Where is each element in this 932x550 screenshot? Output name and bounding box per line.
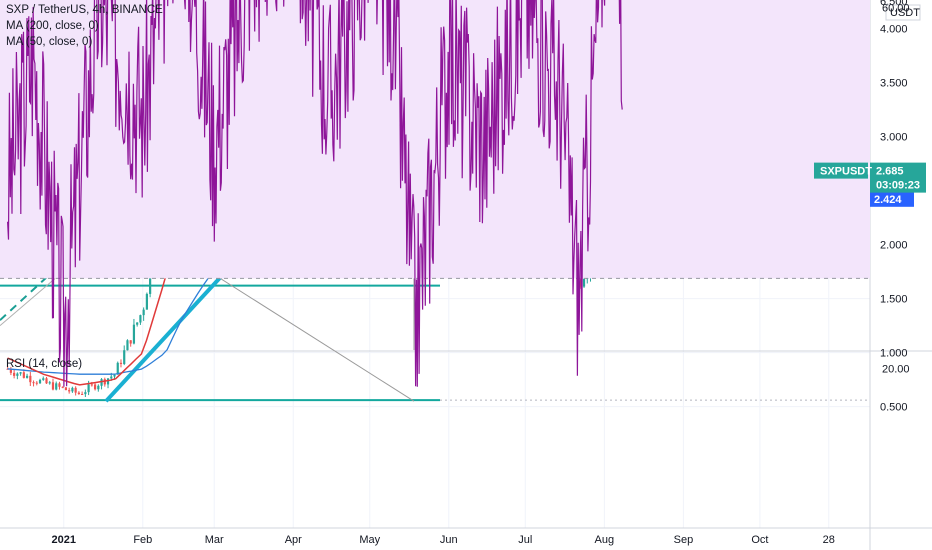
time-tick-label: 28	[823, 534, 835, 546]
time-tick-label: Feb	[133, 534, 152, 546]
candle-body	[35, 382, 38, 384]
candle-body	[19, 372, 22, 374]
candle-body	[145, 293, 148, 310]
candle-body	[51, 382, 55, 390]
candle-body	[81, 393, 84, 395]
candle-body	[16, 373, 19, 376]
price-tag-low-bg	[870, 190, 914, 207]
symbol-legend[interactable]: SXP / TetherUS, 4h, BINANCE	[6, 4, 163, 16]
currency-box	[885, 4, 921, 21]
candle-body	[32, 382, 35, 384]
price-tick-label: 1.000	[880, 348, 908, 360]
candle-body	[97, 385, 100, 390]
countdown-label: 03:09:23	[876, 180, 920, 192]
candle-body	[25, 375, 29, 378]
price-tick-label: 1.500	[880, 294, 908, 306]
candle-body	[61, 386, 64, 388]
candle-body	[77, 392, 80, 394]
candle-body	[64, 387, 68, 391]
candle-body	[582, 279, 586, 287]
symbol-tag-bg	[814, 162, 868, 179]
candle-body	[55, 383, 58, 390]
candle-body	[87, 384, 90, 393]
candle-body	[22, 372, 25, 378]
price-tick-label: 0.500	[880, 402, 908, 414]
candle-body	[106, 378, 110, 385]
candle-body	[58, 383, 61, 387]
time-tick-label: Oct	[751, 534, 768, 546]
candle-body	[9, 368, 12, 373]
time-tick-label: Apr	[285, 534, 302, 546]
symbol-tag: SXPUSDT	[820, 166, 872, 178]
candle-body	[142, 309, 145, 316]
time-tick-label: Sep	[674, 534, 694, 546]
candle-body	[116, 362, 119, 375]
candle-body	[119, 362, 123, 364]
candle-body	[129, 340, 132, 344]
candle-body	[45, 378, 48, 384]
candle-body	[71, 387, 74, 392]
time-tick-label: Aug	[595, 534, 615, 546]
price-tag-low: 2.424	[874, 194, 902, 206]
last-price-bg	[870, 162, 926, 193]
price-tick-label: 4.000	[880, 24, 908, 36]
candle-body	[139, 315, 142, 323]
candle-body	[136, 322, 139, 325]
ma200-legend[interactable]: MA (200, close, 0)	[6, 20, 99, 32]
time-tick-label: Mar	[205, 534, 224, 546]
candle-body	[29, 375, 32, 383]
time-tick-label: May	[359, 534, 380, 546]
candle-body	[68, 390, 71, 392]
candle-body	[110, 376, 113, 379]
candle-body	[90, 384, 93, 386]
candle-body	[13, 372, 16, 376]
rsi-tick-label: 60.00	[882, 3, 910, 15]
time-tick-label: Jul	[518, 534, 532, 546]
candle-body	[42, 378, 45, 380]
time-tick-label: 2021	[52, 534, 76, 546]
candle-body	[74, 387, 77, 393]
rsi-pane	[0, 0, 870, 387]
rsi-line	[7, 0, 623, 387]
time-tick-label: Jun	[440, 534, 458, 546]
candle-body	[93, 384, 97, 390]
rsi-legend[interactable]: RSI (14, close)	[6, 358, 83, 370]
ma50-legend[interactable]: MA (50, close, 0)	[6, 36, 93, 48]
candle-body	[48, 382, 51, 384]
price-tick-label: 3.500	[880, 78, 908, 90]
price-tick-label: 2.000	[880, 240, 908, 252]
candle-body	[123, 350, 126, 364]
rsi-band	[0, 0, 870, 279]
candle-body	[132, 324, 136, 344]
price-tick-label: 3.000	[880, 132, 908, 144]
candle-body	[126, 340, 129, 351]
candle-body	[149, 265, 152, 294]
candle-body	[100, 379, 103, 386]
currency-label: USDT	[890, 7, 920, 19]
price-tick-label-top: 6.500	[880, 0, 908, 8]
candle-body	[38, 379, 42, 384]
rsi-tick-label: 20.00	[882, 364, 910, 376]
candle-body	[113, 374, 116, 377]
last-price-value: 2.685	[876, 166, 904, 178]
candle-body	[84, 392, 87, 395]
